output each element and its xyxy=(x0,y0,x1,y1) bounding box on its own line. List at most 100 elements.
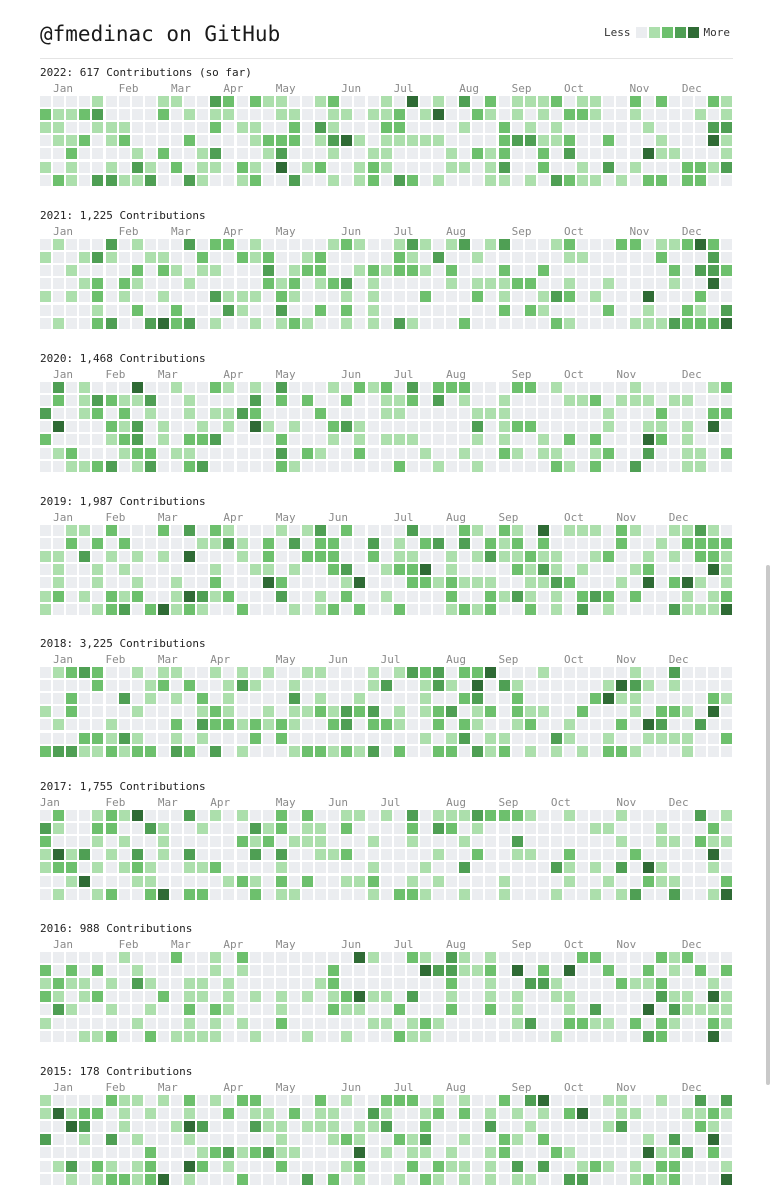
contribution-day-cell[interactable] xyxy=(249,278,261,290)
contribution-day-cell[interactable] xyxy=(118,278,130,290)
contribution-day-cell[interactable] xyxy=(341,836,353,848)
contribution-day-cell[interactable] xyxy=(393,706,405,718)
contribution-day-cell[interactable] xyxy=(550,823,562,835)
contribution-day-cell[interactable] xyxy=(131,447,143,459)
contribution-day-cell[interactable] xyxy=(590,135,602,147)
contribution-day-cell[interactable] xyxy=(184,823,196,835)
contribution-day-cell[interactable] xyxy=(197,680,209,692)
contribution-day-cell[interactable] xyxy=(433,810,444,821)
contribution-day-cell[interactable] xyxy=(537,680,549,692)
contribution-day-cell[interactable] xyxy=(275,1108,287,1120)
contribution-day-cell[interactable] xyxy=(144,317,156,329)
contribution-day-cell[interactable] xyxy=(629,564,641,576)
contribution-day-cell[interactable] xyxy=(40,862,51,874)
contribution-day-cell[interactable] xyxy=(406,564,418,576)
contribution-day-cell[interactable] xyxy=(406,148,418,160)
contribution-day-cell[interactable] xyxy=(236,408,248,420)
contribution-day-cell[interactable] xyxy=(328,291,340,303)
contribution-day-cell[interactable] xyxy=(367,304,379,316)
contribution-day-cell[interactable] xyxy=(171,1134,182,1146)
contribution-day-cell[interactable] xyxy=(131,304,143,316)
contribution-day-cell[interactable] xyxy=(144,1017,156,1029)
contribution-day-cell[interactable] xyxy=(642,382,654,393)
contribution-day-cell[interactable] xyxy=(642,421,654,433)
contribution-day-cell[interactable] xyxy=(197,1134,209,1146)
contribution-day-cell[interactable] xyxy=(354,278,366,290)
contribution-day-cell[interactable] xyxy=(223,252,235,264)
contribution-day-cell[interactable] xyxy=(695,434,706,446)
contribution-day-cell[interactable] xyxy=(236,862,248,874)
contribution-day-cell[interactable] xyxy=(524,551,536,563)
contribution-day-cell[interactable] xyxy=(564,1121,575,1133)
contribution-day-cell[interactable] xyxy=(446,278,458,290)
contribution-day-cell[interactable] xyxy=(577,525,589,536)
contribution-day-cell[interactable] xyxy=(446,265,458,277)
contribution-day-cell[interactable] xyxy=(315,978,327,990)
contribution-day-cell[interactable] xyxy=(157,122,169,134)
contribution-day-cell[interactable] xyxy=(66,991,78,1003)
contribution-day-cell[interactable] xyxy=(695,96,706,107)
contribution-day-cell[interactable] xyxy=(79,252,91,264)
contribution-day-cell[interactable] xyxy=(354,564,366,576)
contribution-day-cell[interactable] xyxy=(131,680,143,692)
contribution-day-cell[interactable] xyxy=(393,278,405,290)
contribution-day-cell[interactable] xyxy=(406,862,418,874)
contribution-day-cell[interactable] xyxy=(262,952,274,963)
contribution-day-cell[interactable] xyxy=(197,1095,209,1106)
contribution-day-cell[interactable] xyxy=(511,564,523,576)
contribution-day-cell[interactable] xyxy=(367,719,379,731)
contribution-day-cell[interactable] xyxy=(655,732,667,744)
contribution-day-cell[interactable] xyxy=(275,252,287,264)
contribution-day-cell[interactable] xyxy=(79,693,91,705)
contribution-day-cell[interactable] xyxy=(275,265,287,277)
contribution-day-cell[interactable] xyxy=(302,122,313,134)
contribution-day-cell[interactable] xyxy=(380,732,392,744)
contribution-day-cell[interactable] xyxy=(590,434,602,446)
contribution-day-cell[interactable] xyxy=(315,603,327,615)
contribution-day-cell[interactable] xyxy=(157,278,169,290)
contribution-day-cell[interactable] xyxy=(157,978,169,990)
contribution-day-cell[interactable] xyxy=(472,849,484,861)
contribution-day-cell[interactable] xyxy=(511,135,523,147)
contribution-day-cell[interactable] xyxy=(459,1095,471,1106)
contribution-day-cell[interactable] xyxy=(53,278,65,290)
contribution-day-cell[interactable] xyxy=(223,1173,235,1185)
contribution-day-cell[interactable] xyxy=(236,875,248,887)
contribution-day-cell[interactable] xyxy=(79,395,91,407)
contribution-day-cell[interactable] xyxy=(550,888,562,900)
contribution-day-cell[interactable] xyxy=(393,1095,405,1106)
contribution-day-cell[interactable] xyxy=(564,680,575,692)
contribution-day-cell[interactable] xyxy=(144,991,156,1003)
contribution-day-cell[interactable] xyxy=(223,434,235,446)
contribution-day-cell[interactable] xyxy=(446,1030,458,1042)
contribution-day-cell[interactable] xyxy=(328,174,340,186)
contribution-day-cell[interactable] xyxy=(223,538,235,550)
contribution-day-cell[interactable] xyxy=(498,408,510,420)
contribution-day-cell[interactable] xyxy=(354,1134,366,1146)
contribution-day-cell[interactable] xyxy=(537,693,549,705)
contribution-day-cell[interactable] xyxy=(249,732,261,744)
contribution-day-cell[interactable] xyxy=(210,1017,222,1029)
contribution-day-cell[interactable] xyxy=(577,421,589,433)
contribution-day-cell[interactable] xyxy=(184,1017,196,1029)
contribution-day-cell[interactable] xyxy=(564,434,575,446)
contribution-day-cell[interactable] xyxy=(642,317,654,329)
contribution-day-cell[interactable] xyxy=(459,304,471,316)
contribution-day-cell[interactable] xyxy=(302,978,313,990)
contribution-day-cell[interactable] xyxy=(419,395,431,407)
contribution-day-cell[interactable] xyxy=(53,823,65,835)
contribution-day-cell[interactable] xyxy=(485,667,497,678)
contribution-day-cell[interactable] xyxy=(79,965,91,977)
contribution-day-cell[interactable] xyxy=(380,693,392,705)
contribution-day-cell[interactable] xyxy=(262,862,274,874)
contribution-day-cell[interactable] xyxy=(367,148,379,160)
contribution-day-cell[interactable] xyxy=(681,252,693,264)
contribution-day-cell[interactable] xyxy=(616,965,628,977)
contribution-day-cell[interactable] xyxy=(171,174,182,186)
contribution-day-cell[interactable] xyxy=(210,148,222,160)
contribution-day-cell[interactable] xyxy=(564,135,575,147)
contribution-day-cell[interactable] xyxy=(577,109,589,121)
contribution-day-cell[interactable] xyxy=(708,135,720,147)
contribution-day-cell[interactable] xyxy=(53,265,65,277)
contribution-day-cell[interactable] xyxy=(328,862,340,874)
